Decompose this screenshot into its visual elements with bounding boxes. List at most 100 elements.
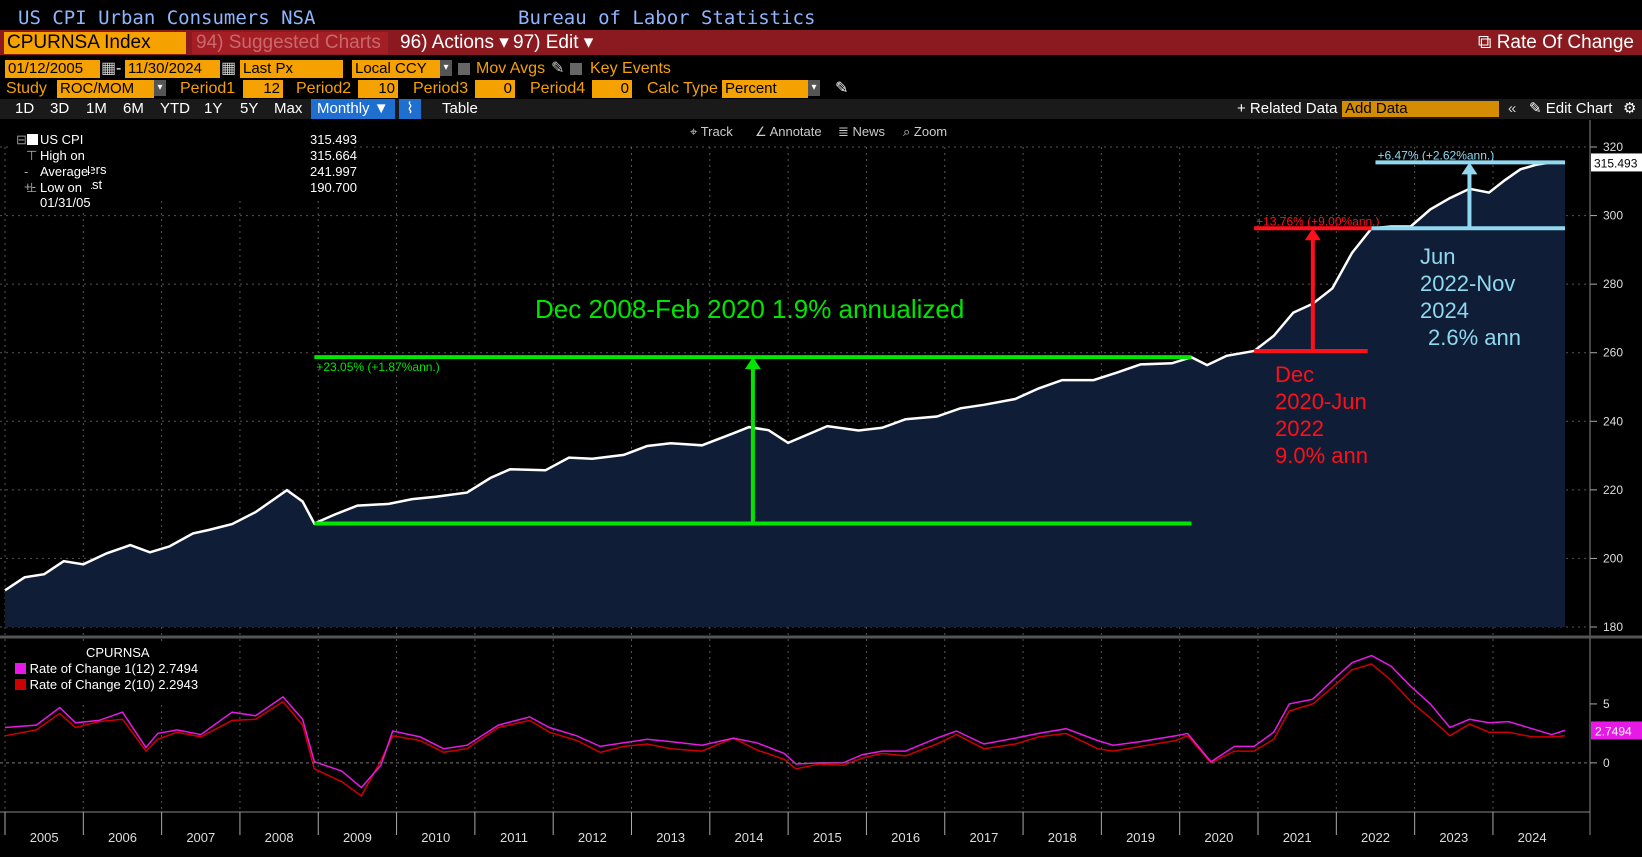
tf-6m[interactable]: 6M: [123, 100, 144, 117]
cyan-annotation-text: Jun: [1420, 244, 1455, 269]
cyan-measure-label: +6.47% (+2.62%ann.): [1377, 148, 1494, 162]
news-label: News: [852, 124, 886, 139]
legend-avg-value: 241.997: [310, 164, 357, 179]
end-date-field[interactable]: 11/30/2024: [125, 60, 220, 78]
y-tick-label: 320: [1603, 140, 1623, 154]
ticker-field[interactable]: CPURNSA Index: [4, 32, 186, 54]
date-row: 01/12/2005 ▦ - 11/30/2024 ▦ Last Px Loca…: [0, 59, 1642, 79]
average-marker-icon: -+-: [24, 164, 36, 194]
y-tick-label: 240: [1603, 414, 1623, 428]
y-tick-label: 5: [1603, 697, 1610, 711]
series-color-swatch: [27, 134, 38, 145]
upper-y-axis: 180 200 220 240 260 280 300 320: [1589, 120, 1623, 835]
suggested-charts-button[interactable]: 94) Suggested Charts: [192, 32, 388, 54]
study-select[interactable]: ROC/MOM: [57, 80, 154, 98]
rate-of-change-label: Rate Of Change: [1496, 32, 1634, 53]
related-data-button[interactable]: + Related Data: [1237, 100, 1338, 117]
legend-roc1-row[interactable]: Rate of Change 1(12) 2.7494: [15, 661, 198, 677]
tf-5y[interactable]: 5Y: [240, 100, 259, 117]
calendar-icon[interactable]: ▦: [101, 60, 117, 77]
red-annotation-text: 2022: [1275, 416, 1324, 441]
annotate-label: Annotate: [769, 124, 822, 139]
tf-1m[interactable]: 1M: [86, 100, 107, 117]
high-marker-icon: ⊤: [26, 148, 38, 163]
chevron-down-icon[interactable]: ▾: [808, 80, 820, 96]
x-tick-label: 2014: [735, 830, 764, 845]
frequency-select[interactable]: Monthly ▼: [311, 99, 395, 119]
legend-low-label: Low on 01/31/05: [40, 180, 91, 210]
y-tick-label: 300: [1603, 209, 1623, 223]
legend-avg-label: Average: [40, 164, 89, 179]
tf-1y[interactable]: 1Y: [204, 100, 223, 117]
x-tick-label: 2011: [500, 830, 528, 845]
red-annotation-text: 9.0% ann: [1275, 443, 1368, 468]
x-tick-label: 2012: [578, 830, 607, 845]
cyan-annotation-text: 2022-Nov: [1420, 271, 1515, 296]
annotate-button[interactable]: ∠ Annotate: [755, 124, 822, 139]
period4-label: Period4: [530, 80, 586, 97]
actions-label: 96) Actions: [400, 32, 494, 53]
x-tick-label: 2016: [891, 830, 920, 845]
chevron-down-icon: ▾: [583, 32, 594, 53]
data-source: Bureau of Labor Statistics: [518, 7, 816, 29]
cyan-annotation-text: 2.6% ann: [1428, 325, 1521, 350]
line-chart-icon[interactable]: ⌇: [399, 99, 421, 119]
tf-max[interactable]: Max: [274, 100, 303, 117]
x-tick-label: 2021: [1283, 830, 1312, 845]
red-arrow-head: [1304, 228, 1321, 241]
actions-menu[interactable]: 96) Actions ▾: [400, 32, 509, 54]
red-annotation-text: Dec: [1275, 362, 1314, 387]
collapse-icon[interactable]: «: [1508, 100, 1517, 117]
legend-roc2-row[interactable]: Rate of Change 2(10) 2.2943: [15, 677, 198, 693]
period1-field[interactable]: 12: [243, 80, 283, 98]
roc2-swatch: [15, 679, 26, 690]
rate-of-change-button[interactable]: ⧉ Rate Of Change: [1478, 32, 1634, 54]
chevron-down-icon[interactable]: ▾: [154, 80, 166, 96]
tf-1d[interactable]: 1D: [15, 100, 35, 117]
roc1-label: Rate of Change 1(12): [29, 661, 155, 676]
start-date-field[interactable]: 01/12/2005: [5, 60, 100, 78]
add-data-input[interactable]: Add Data: [1342, 101, 1499, 117]
x-tick-label: 2007: [186, 830, 215, 845]
period4-field[interactable]: 0: [592, 80, 632, 98]
gear-icon[interactable]: ⚙: [1623, 100, 1637, 117]
chevron-down-icon[interactable]: ▾: [440, 60, 452, 76]
roc2-line: [4, 663, 1566, 798]
period2-field[interactable]: 10: [358, 80, 398, 98]
price-field-select[interactable]: Last Px: [240, 60, 343, 78]
calendar-icon[interactable]: ▦: [221, 60, 237, 77]
green-arrow-head: [744, 357, 761, 370]
y-tick-label: 180: [1603, 620, 1623, 634]
period3-field[interactable]: 0: [475, 80, 515, 98]
currency-select[interactable]: Local CCY: [352, 60, 440, 78]
security-title: US CPI Urban Consumers NSA: [18, 7, 316, 29]
lower-y-axis: 05: [1590, 697, 1610, 770]
track-button[interactable]: ⌖ Track: [690, 124, 733, 139]
pencil-icon[interactable]: ✎: [835, 80, 849, 97]
tree-collapse-icon[interactable]: ⊟: [16, 132, 27, 147]
cyan-arrow-head: [1461, 162, 1478, 175]
key-events-checkbox[interactable]: [570, 63, 582, 75]
news-button[interactable]: ≣ News: [838, 124, 886, 139]
legend-series-value: 315.493: [310, 132, 357, 147]
study-label: Study: [6, 80, 47, 97]
y-tick-label: 220: [1603, 483, 1623, 497]
calc-type-select[interactable]: Percent: [722, 80, 808, 98]
roc1-line: [4, 654, 1566, 789]
edit-label: 97) Edit: [513, 32, 579, 53]
pencil-icon[interactable]: ✎: [551, 60, 565, 77]
tf-ytd[interactable]: YTD: [160, 100, 190, 117]
edit-chart-button[interactable]: ✎ Edit Chart: [1529, 99, 1612, 119]
last-value-tag: 315.493: [1594, 156, 1638, 170]
x-tick-label: 2010: [421, 830, 450, 845]
mov-avgs-checkbox[interactable]: [458, 63, 470, 75]
table-button[interactable]: Table: [442, 100, 478, 117]
tf-3d[interactable]: 3D: [50, 100, 70, 117]
cyan-annotation-text: 2024: [1420, 298, 1469, 323]
zoom-button[interactable]: ⌕ Zoom: [903, 124, 948, 139]
edit-menu[interactable]: 97) Edit ▾: [513, 32, 593, 54]
roc-value-tag-bg: [1591, 721, 1642, 740]
x-axis: 2005 2006 2007 2008 2009 2010 2011 2012 2013 2014…: [0, 811, 1590, 845]
edit-chart-label: Edit Chart: [1545, 100, 1613, 117]
